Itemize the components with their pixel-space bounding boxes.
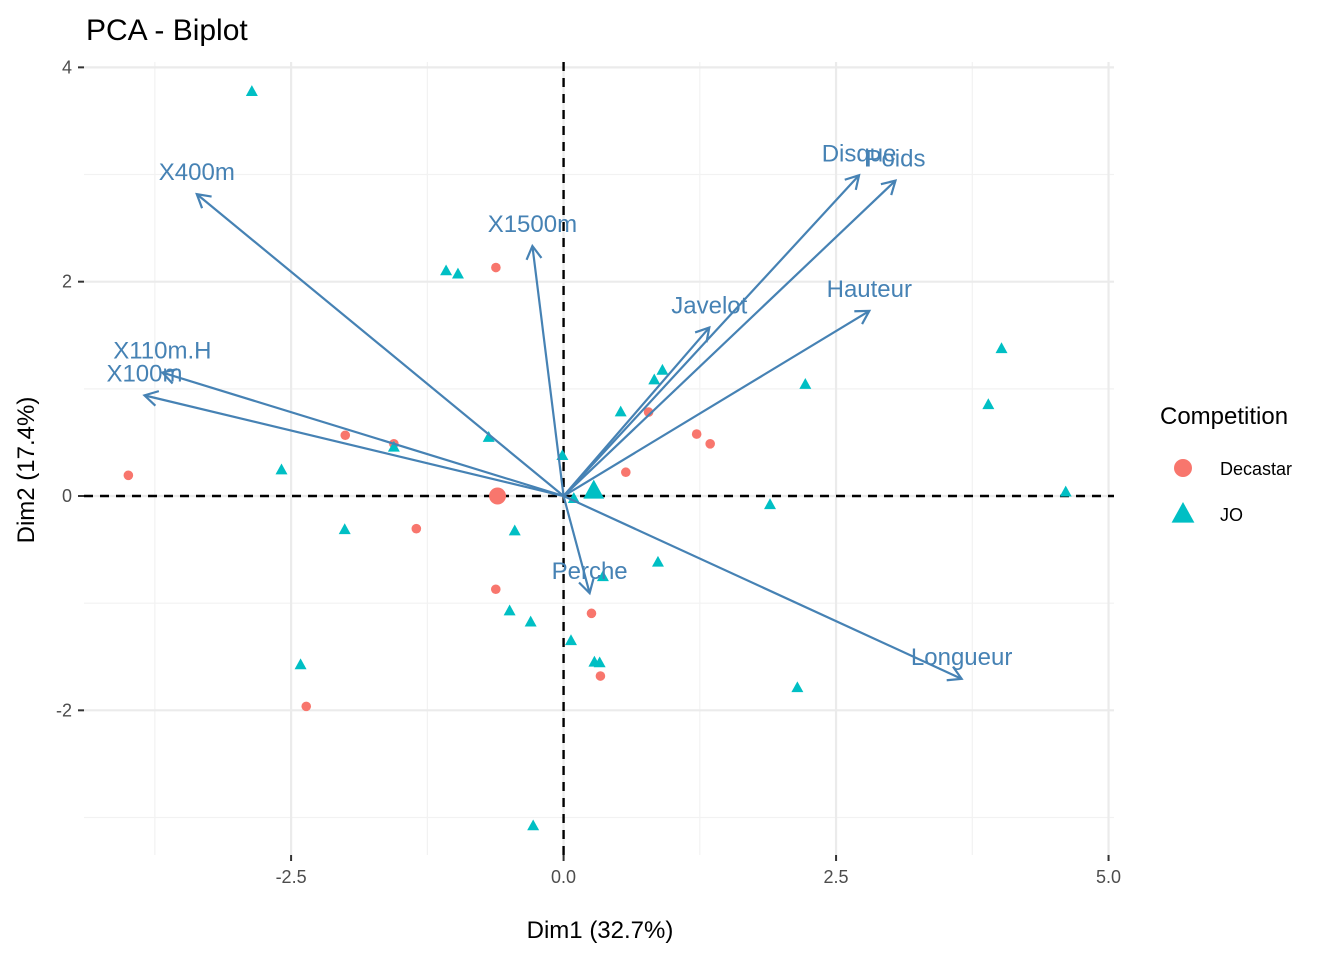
- legend-key-jo: [1171, 502, 1195, 523]
- point-jo: [799, 378, 812, 389]
- label-x110m-h: X110m.H: [113, 338, 211, 365]
- arrow-x100m: [144, 394, 564, 498]
- arrow-x1500m: [531, 245, 565, 497]
- point-decastar: [691, 429, 702, 439]
- point-decastar: [490, 584, 501, 595]
- y-tick-label: 2: [62, 272, 72, 292]
- point-decastar: [595, 671, 606, 681]
- point-jo: [982, 398, 995, 410]
- point-jo: [593, 656, 606, 668]
- label-hauteur: Hauteur: [827, 276, 912, 303]
- arrow-perche: [562, 495, 591, 594]
- arrow-disque: [562, 174, 860, 497]
- x-tick-label: 0.0: [551, 867, 576, 887]
- arrow-longueur: [563, 495, 963, 680]
- label-javelot: Javelot: [671, 293, 747, 320]
- point-decastar: [621, 467, 631, 478]
- variable-arrows: [142, 173, 964, 682]
- arrow-x400m: [196, 193, 565, 497]
- point-jo: [614, 405, 627, 417]
- label-x400m: X400m: [159, 159, 235, 186]
- point-decastar: [705, 439, 715, 449]
- arrowhead-disque: [844, 173, 861, 191]
- legend-label-jo: JO: [1220, 505, 1243, 525]
- point-decastar: [340, 430, 351, 441]
- legend-label-decastar: Decastar: [1220, 459, 1292, 479]
- point-jo: [451, 267, 464, 279]
- point-jo: [524, 615, 537, 627]
- legend-key-decastar: [1174, 459, 1192, 477]
- x-tick-label: -2.5: [276, 867, 307, 887]
- individual-points: [123, 85, 1072, 831]
- point-decastar: [123, 470, 134, 481]
- label-poids: Poids: [865, 146, 925, 173]
- x-tick-label: 5.0: [1096, 867, 1121, 887]
- label-disque: Disque: [822, 140, 897, 167]
- legend-title: Competition: [1160, 403, 1288, 430]
- y-tick-label: 4: [62, 57, 72, 77]
- y-tick-label: 0: [62, 486, 72, 506]
- point-jo: [656, 363, 669, 375]
- arrow-javelot: [562, 326, 711, 497]
- point-jo: [527, 819, 540, 831]
- point-jo: [1059, 485, 1072, 497]
- point-decastar: [643, 407, 654, 417]
- y-axis-title: Dim2 (17.4%): [13, 397, 40, 544]
- point-jo: [482, 430, 495, 442]
- arrowhead-x100m: [142, 390, 160, 407]
- point-jo: [294, 658, 307, 670]
- point-jo: [651, 555, 664, 567]
- centroid-jo: [583, 479, 605, 499]
- arrowhead-javelot: [694, 325, 711, 343]
- y-axis-ticks: -2 0 2 4: [56, 57, 84, 720]
- point-jo: [275, 463, 288, 475]
- point-jo: [245, 85, 258, 97]
- point-jo: [791, 681, 804, 693]
- arrowhead-perche: [578, 578, 595, 596]
- arrow-poids: [562, 179, 897, 497]
- point-decastar: [586, 608, 597, 619]
- point-jo: [565, 634, 577, 646]
- point-jo: [648, 373, 661, 385]
- y-tick-label: -2: [56, 700, 72, 720]
- arrowhead-longueur: [946, 665, 964, 682]
- label-x1500m: X1500m: [488, 211, 577, 238]
- chart-title: PCA - Biplot: [86, 14, 248, 47]
- point-jo: [596, 570, 609, 582]
- centroid-decastar: [489, 487, 507, 505]
- point-jo: [387, 440, 400, 452]
- point-jo: [503, 604, 516, 616]
- point-decastar: [301, 701, 312, 712]
- arrowhead-x1500m: [525, 243, 543, 261]
- point-jo: [995, 342, 1008, 354]
- point-jo: [440, 264, 453, 276]
- point-jo: [764, 498, 776, 510]
- legend-items: Decastar JO: [1171, 459, 1292, 525]
- arrowhead-hauteur: [854, 309, 872, 325]
- point-decastar: [491, 262, 501, 273]
- label-longueur: Longueur: [911, 644, 1012, 671]
- arrowhead-poids: [880, 179, 898, 196]
- arrowhead-x110m-h: [160, 368, 178, 385]
- x-axis-ticks: -2.5 0.0 2.5 5.0: [276, 855, 1121, 887]
- arrowhead-x400m: [195, 192, 212, 209]
- arrow-hauteur: [563, 309, 870, 497]
- arrow-x110m-h: [162, 371, 564, 498]
- x-tick-label: 2.5: [824, 867, 849, 887]
- x-axis-title: Dim1 (32.7%): [527, 917, 674, 944]
- label-x100m: X100m: [106, 360, 182, 387]
- label-perche: Perche: [552, 558, 628, 585]
- point-jo: [508, 524, 521, 536]
- point-decastar: [411, 523, 422, 534]
- legend: Competition Decastar JO: [1160, 403, 1292, 525]
- point-jo: [338, 523, 351, 535]
